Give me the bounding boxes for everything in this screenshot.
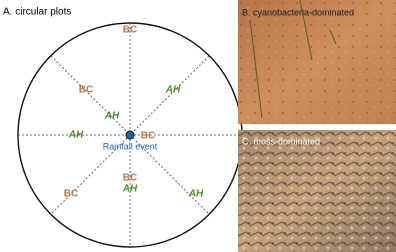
panel-b-title: B. cyanobacteria-dominated xyxy=(242,7,354,17)
bc-label: BC xyxy=(123,173,137,184)
bc-label: BC xyxy=(64,189,78,200)
bc-label: BC xyxy=(141,131,155,142)
center-label: Rainfall event xyxy=(103,141,158,151)
ah-label: AH xyxy=(68,130,84,141)
figure: A. circular plots BC BC AH AH AH BC BC A… xyxy=(0,0,396,252)
photo-b xyxy=(238,0,396,124)
panel-a-title: A. circular plots xyxy=(3,7,71,18)
plot-diagram xyxy=(18,23,242,247)
bc-label: BC xyxy=(79,85,93,96)
bc-label: BC xyxy=(123,25,137,36)
panel-c-title: C. moss-dominated xyxy=(242,136,320,146)
ah-label: AH xyxy=(165,85,181,96)
center-point xyxy=(126,131,134,139)
photo-c xyxy=(238,130,396,252)
ah-label: AH xyxy=(188,189,204,200)
ah-label: AH xyxy=(122,184,138,195)
ah-label: AH xyxy=(104,111,120,122)
